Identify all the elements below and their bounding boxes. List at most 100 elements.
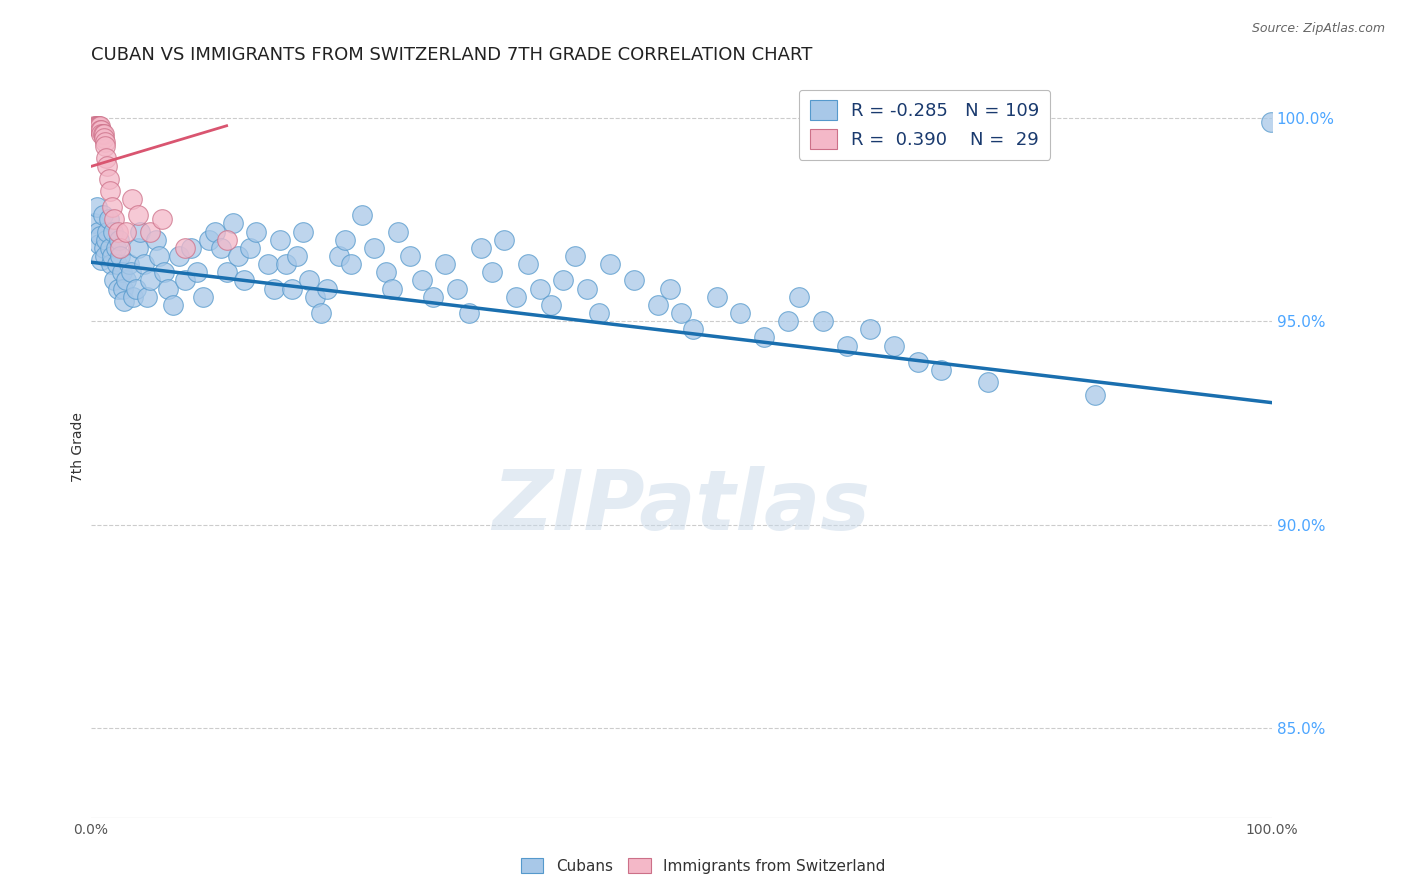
Point	[398, 249, 420, 263]
Point	[101, 200, 124, 214]
Point	[108, 233, 131, 247]
Point	[328, 249, 350, 263]
Text: ZIPatlas: ZIPatlas	[492, 467, 870, 547]
Text: CUBAN VS IMMIGRANTS FROM SWITZERLAND 7TH GRADE CORRELATION CHART: CUBAN VS IMMIGRANTS FROM SWITZERLAND 7TH…	[91, 46, 813, 64]
Point	[94, 139, 117, 153]
Point	[381, 282, 404, 296]
Point	[1260, 114, 1282, 128]
Point	[105, 257, 128, 271]
Point	[671, 306, 693, 320]
Point	[89, 119, 111, 133]
Point	[110, 249, 132, 263]
Point	[352, 208, 374, 222]
Point	[98, 184, 121, 198]
Point	[204, 225, 226, 239]
Point	[209, 241, 232, 255]
Point	[298, 273, 321, 287]
Point	[174, 241, 197, 255]
Point	[481, 265, 503, 279]
Point	[90, 123, 112, 137]
Point	[529, 282, 551, 296]
Point	[588, 306, 610, 320]
Point	[87, 119, 110, 133]
Point	[93, 131, 115, 145]
Point	[110, 241, 132, 255]
Point	[115, 273, 138, 287]
Point	[93, 241, 115, 255]
Point	[169, 249, 191, 263]
Point	[91, 208, 114, 222]
Point	[505, 290, 527, 304]
Point	[776, 314, 799, 328]
Point	[127, 208, 149, 222]
Point	[90, 127, 112, 141]
Point	[316, 282, 339, 296]
Point	[94, 233, 117, 247]
Legend: R = -0.285   N = 109, R =  0.390    N =  29: R = -0.285 N = 109, R = 0.390 N = 29	[799, 89, 1050, 160]
Point	[257, 257, 280, 271]
Point	[186, 265, 208, 279]
Point	[120, 265, 142, 279]
Point	[375, 265, 398, 279]
Point	[103, 212, 125, 227]
Point	[553, 273, 575, 287]
Point	[215, 233, 238, 247]
Point	[117, 257, 139, 271]
Y-axis label: 7th Grade: 7th Grade	[72, 412, 86, 483]
Point	[93, 127, 115, 141]
Point	[752, 330, 775, 344]
Point	[274, 257, 297, 271]
Point	[1084, 387, 1107, 401]
Point	[198, 233, 221, 247]
Point	[83, 119, 105, 133]
Point	[97, 212, 120, 227]
Point	[269, 233, 291, 247]
Point	[446, 282, 468, 296]
Point	[292, 225, 315, 239]
Point	[139, 273, 162, 287]
Point	[83, 217, 105, 231]
Point	[101, 249, 124, 263]
Point	[94, 135, 117, 149]
Point	[730, 306, 752, 320]
Point	[121, 192, 143, 206]
Point	[107, 225, 129, 239]
Point	[233, 273, 256, 287]
Point	[411, 273, 433, 287]
Point	[139, 225, 162, 239]
Point	[339, 257, 361, 271]
Point	[811, 314, 834, 328]
Point	[145, 233, 167, 247]
Point	[333, 233, 356, 247]
Text: Source: ZipAtlas.com: Source: ZipAtlas.com	[1251, 22, 1385, 36]
Point	[103, 273, 125, 287]
Point	[239, 241, 262, 255]
Point	[516, 257, 538, 271]
Point	[575, 282, 598, 296]
Point	[115, 225, 138, 239]
Point	[112, 293, 135, 308]
Point	[87, 225, 110, 239]
Point	[124, 282, 146, 296]
Point	[103, 225, 125, 239]
Point	[156, 282, 179, 296]
Point	[127, 241, 149, 255]
Point	[706, 290, 728, 304]
Point	[87, 236, 110, 251]
Point	[907, 355, 929, 369]
Point	[94, 151, 117, 165]
Point	[494, 233, 516, 247]
Point	[162, 298, 184, 312]
Point	[540, 298, 562, 312]
Point	[564, 249, 586, 263]
Point	[287, 249, 309, 263]
Point	[658, 282, 681, 296]
Point	[153, 265, 176, 279]
Legend: Cubans, Immigrants from Switzerland: Cubans, Immigrants from Switzerland	[515, 852, 891, 880]
Point	[86, 200, 108, 214]
Point	[107, 282, 129, 296]
Point	[387, 225, 409, 239]
Point	[97, 171, 120, 186]
Point	[87, 119, 110, 133]
Point	[789, 290, 811, 304]
